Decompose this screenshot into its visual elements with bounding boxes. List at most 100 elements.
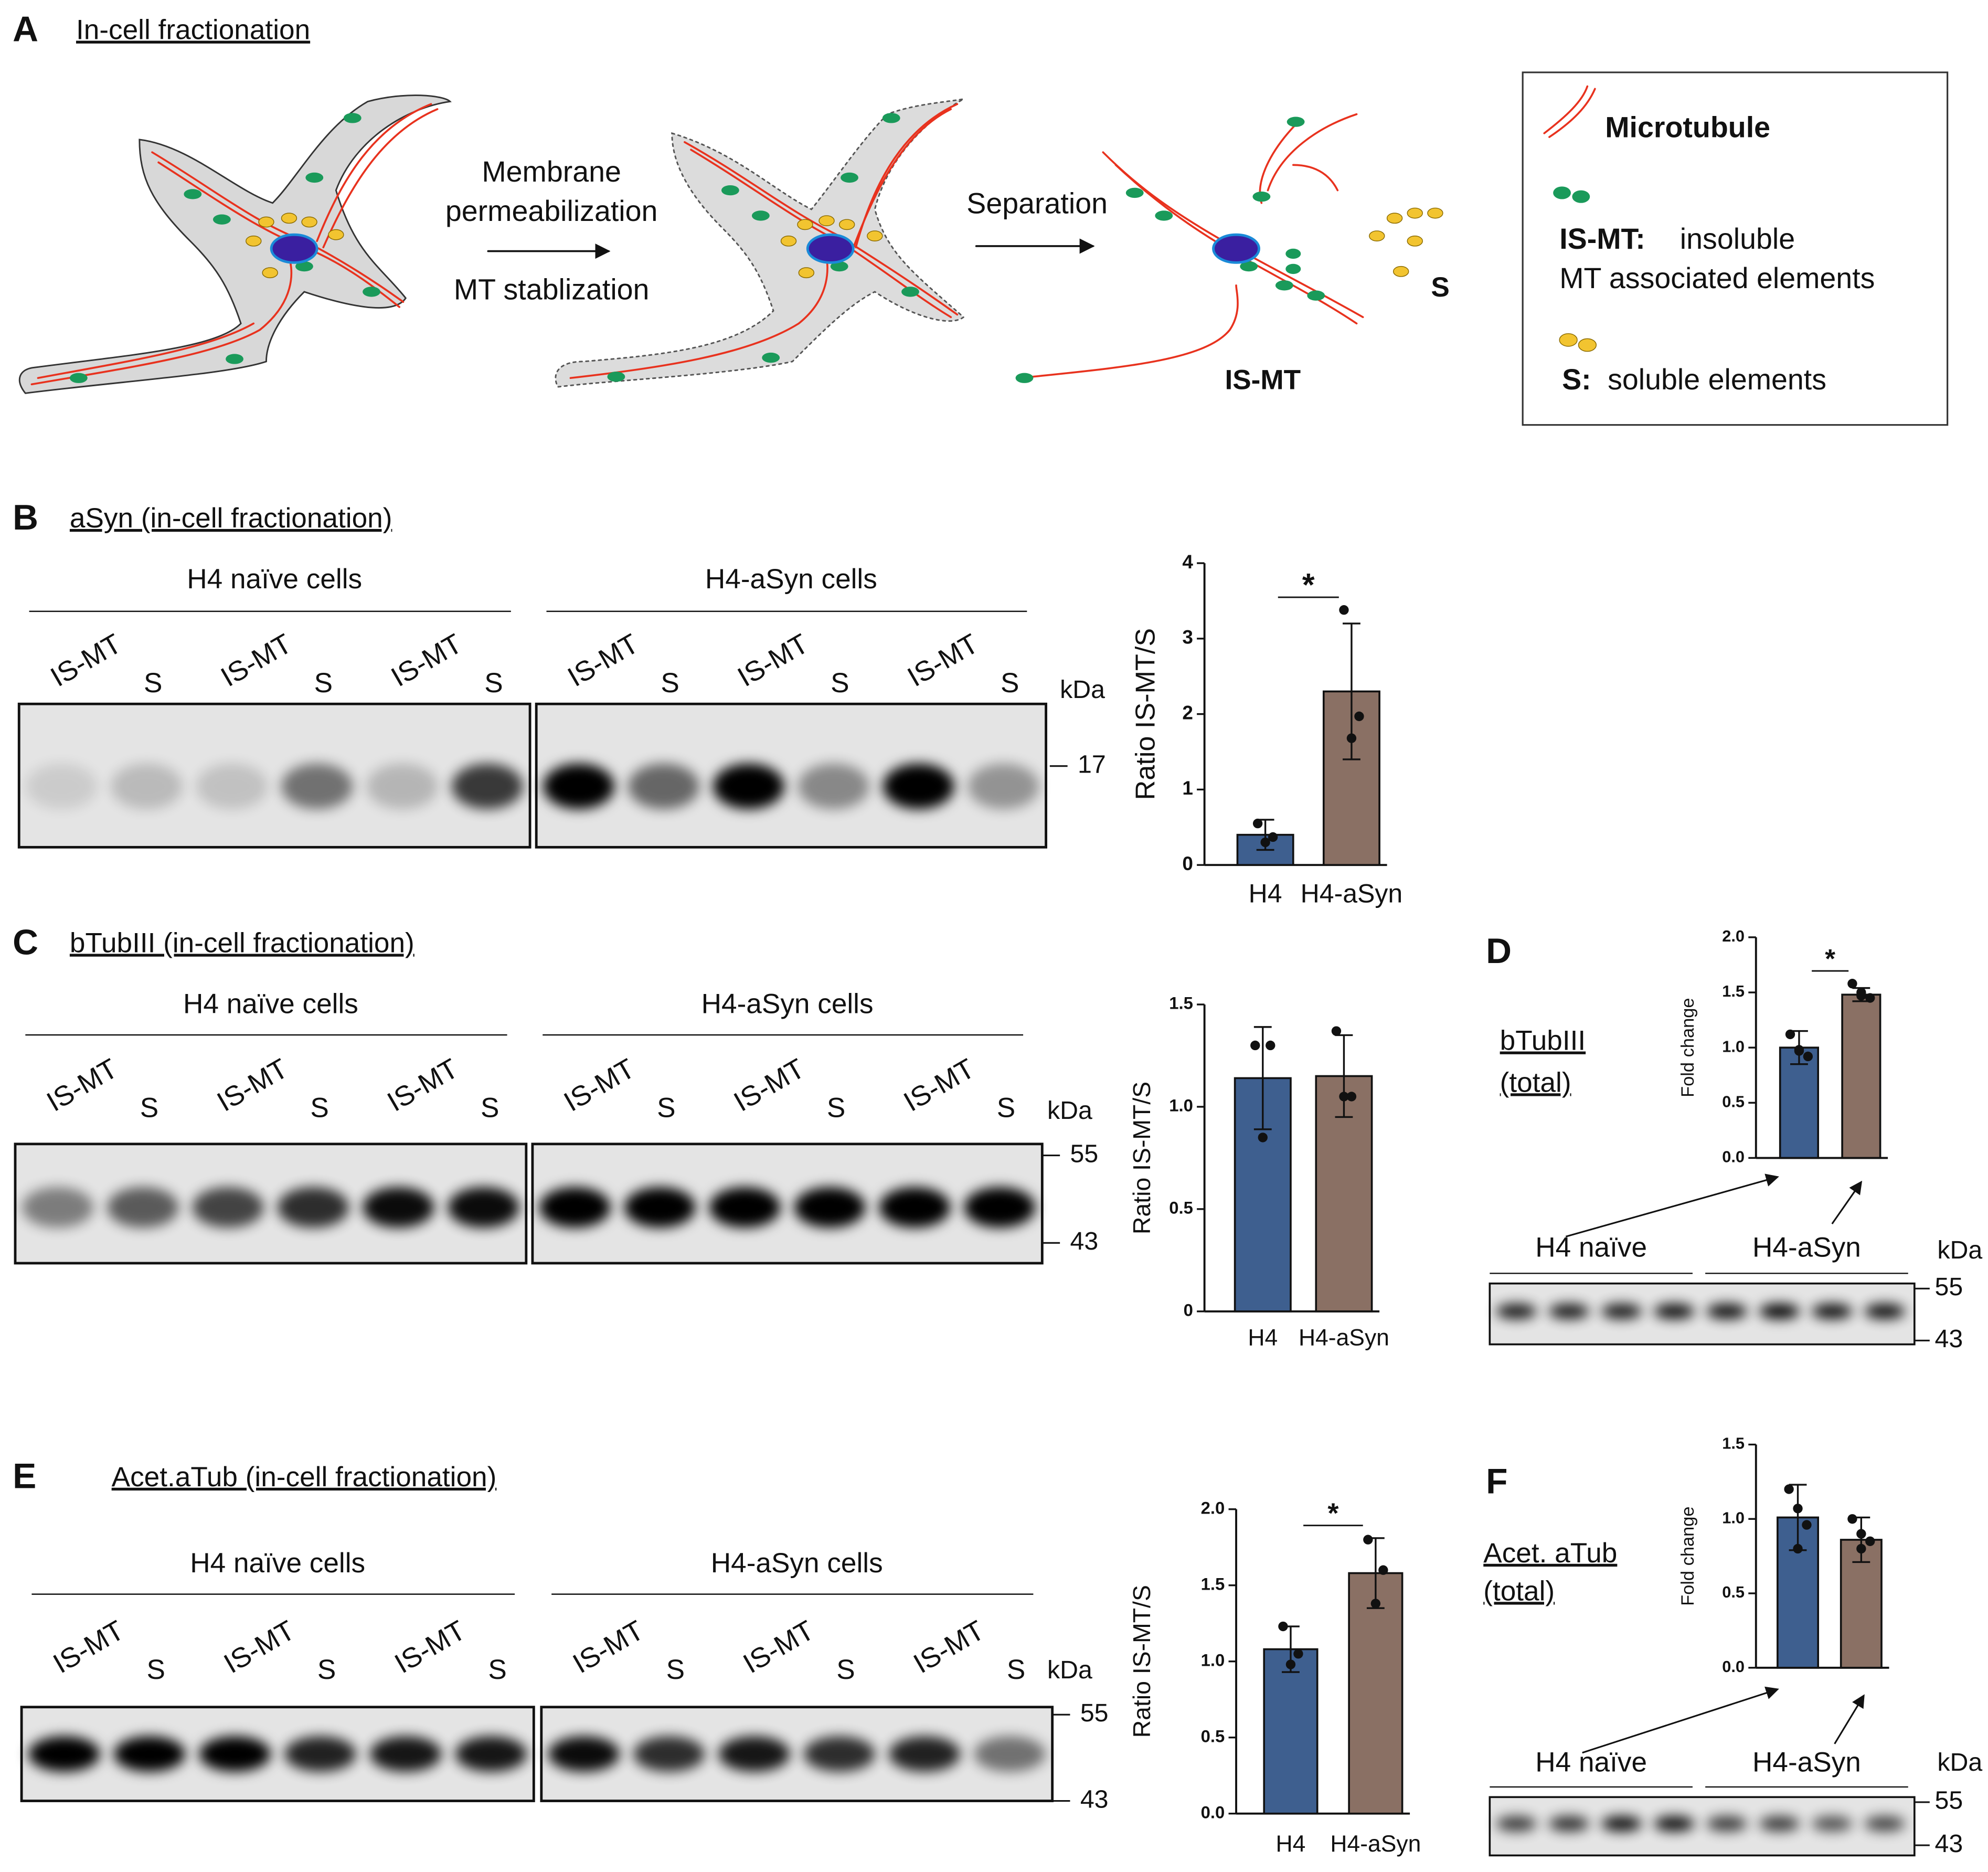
band	[28, 1736, 100, 1772]
data-point	[1258, 1133, 1268, 1143]
y-tick-label: 1.5	[1722, 982, 1745, 1000]
data-point	[1856, 991, 1866, 1001]
marker-label: 43	[1070, 1227, 1098, 1255]
y-tick-label: 1	[1182, 777, 1193, 799]
data-point	[1865, 993, 1875, 1003]
blot-background	[536, 704, 1046, 848]
band	[1864, 1304, 1905, 1319]
band	[1654, 1304, 1695, 1319]
band	[1654, 1816, 1695, 1832]
blot-frame	[540, 1706, 1054, 1802]
y-tick-label: 1.0	[1722, 1037, 1745, 1055]
band	[794, 1187, 866, 1228]
y-tick-label: 0	[1182, 853, 1193, 874]
lane-label: S	[827, 1093, 845, 1124]
kda-label: kDa	[1937, 1236, 1982, 1264]
lane-label: IS-MT	[902, 628, 984, 693]
blot-label: (total)	[1500, 1067, 1571, 1098]
band	[1812, 1304, 1853, 1319]
y-tick-label: 0.5	[1722, 1092, 1745, 1110]
data-point	[1865, 1536, 1875, 1546]
blot-background	[532, 1144, 1043, 1263]
data-point	[1370, 1599, 1381, 1609]
lane-label: S	[1007, 1654, 1025, 1685]
band	[1812, 1816, 1853, 1832]
band	[1759, 1816, 1800, 1832]
lane-label: IS-MT	[216, 628, 297, 693]
legend-text: soluble elements	[1608, 363, 1826, 396]
band	[1601, 1816, 1642, 1832]
data-point	[1856, 1529, 1866, 1539]
band	[369, 1736, 442, 1772]
data-point	[1354, 711, 1364, 722]
group-label: H4 naïve cells	[183, 988, 358, 1019]
band	[451, 763, 524, 809]
marker-label: 55	[1080, 1699, 1109, 1727]
arrow	[1831, 1180, 1863, 1224]
blot-label: (total)	[1483, 1575, 1555, 1606]
arrow	[1834, 1694, 1865, 1744]
group-label: H4-aSyn cells	[711, 1548, 883, 1579]
blot-background	[15, 1144, 526, 1263]
panel-title: Acet.aTub (in-cell fractionation)	[112, 1462, 497, 1493]
band	[709, 1187, 781, 1228]
y-tick-label: 0.5	[1722, 1583, 1745, 1601]
group-label: H4 naïve cells	[190, 1548, 365, 1579]
kda-label: kDa	[1047, 1656, 1092, 1684]
bar	[1779, 1046, 1820, 1159]
lane-label: S	[310, 1093, 328, 1124]
y-tick-label: 0.0	[1201, 1802, 1225, 1822]
band	[363, 1187, 434, 1228]
x-tick-label: H4	[1248, 1325, 1278, 1351]
bar	[1348, 1572, 1404, 1815]
band	[284, 1736, 356, 1772]
blot-frame	[20, 1706, 535, 1802]
band	[277, 1187, 349, 1228]
lane-label: S	[836, 1654, 855, 1685]
marker-label: 55	[1070, 1139, 1098, 1168]
bar	[1841, 993, 1881, 1159]
data-point	[1363, 1535, 1373, 1545]
panel-title: In-cell fractionation	[76, 15, 310, 46]
data-point	[1785, 1029, 1795, 1040]
band	[281, 763, 353, 809]
significance-label: *	[1825, 944, 1835, 974]
panel-letter: A	[13, 9, 38, 49]
band	[196, 763, 268, 809]
band	[1548, 1816, 1590, 1832]
band	[1548, 1304, 1590, 1319]
lane-label: S	[317, 1654, 336, 1685]
band	[1496, 1816, 1537, 1832]
lane-label: IS-MT	[382, 1053, 464, 1117]
legend-key: IS-MT:	[1559, 223, 1645, 255]
data-point	[1793, 1504, 1803, 1514]
legend-text: Microtubule	[1605, 111, 1770, 143]
band	[26, 763, 98, 809]
group-label: H4 naïve	[1535, 1232, 1647, 1263]
band	[1601, 1304, 1642, 1319]
band	[713, 763, 784, 809]
legend-text: MT associated elements	[1559, 262, 1875, 294]
lane-label: S	[146, 1654, 165, 1685]
arrow	[1565, 1173, 1779, 1238]
y-tick-label: 1.0	[1722, 1508, 1745, 1527]
lane-label: S	[484, 668, 503, 699]
lane-label: S	[144, 668, 162, 699]
data-point	[1285, 1659, 1296, 1669]
lane-label: S	[666, 1654, 685, 1685]
marker-label: 43	[1935, 1325, 1963, 1353]
marker-label: 55	[1935, 1786, 1963, 1815]
lane-label: IS-MT	[899, 1053, 980, 1117]
panel-title: aSyn (in-cell fractionation)	[70, 503, 392, 534]
lane-label: S	[488, 1654, 506, 1685]
lane-label: IS-MT	[568, 1615, 649, 1679]
lane-label: IS-MT	[908, 1615, 990, 1679]
lane-label: IS-MT	[732, 628, 814, 693]
band	[628, 763, 700, 809]
data-point	[1339, 1092, 1349, 1102]
data-point	[1346, 1092, 1357, 1102]
lane-label: S	[831, 668, 849, 699]
y-tick-label: 0	[1184, 1300, 1193, 1319]
band	[111, 763, 183, 809]
data-point	[1266, 1040, 1275, 1051]
